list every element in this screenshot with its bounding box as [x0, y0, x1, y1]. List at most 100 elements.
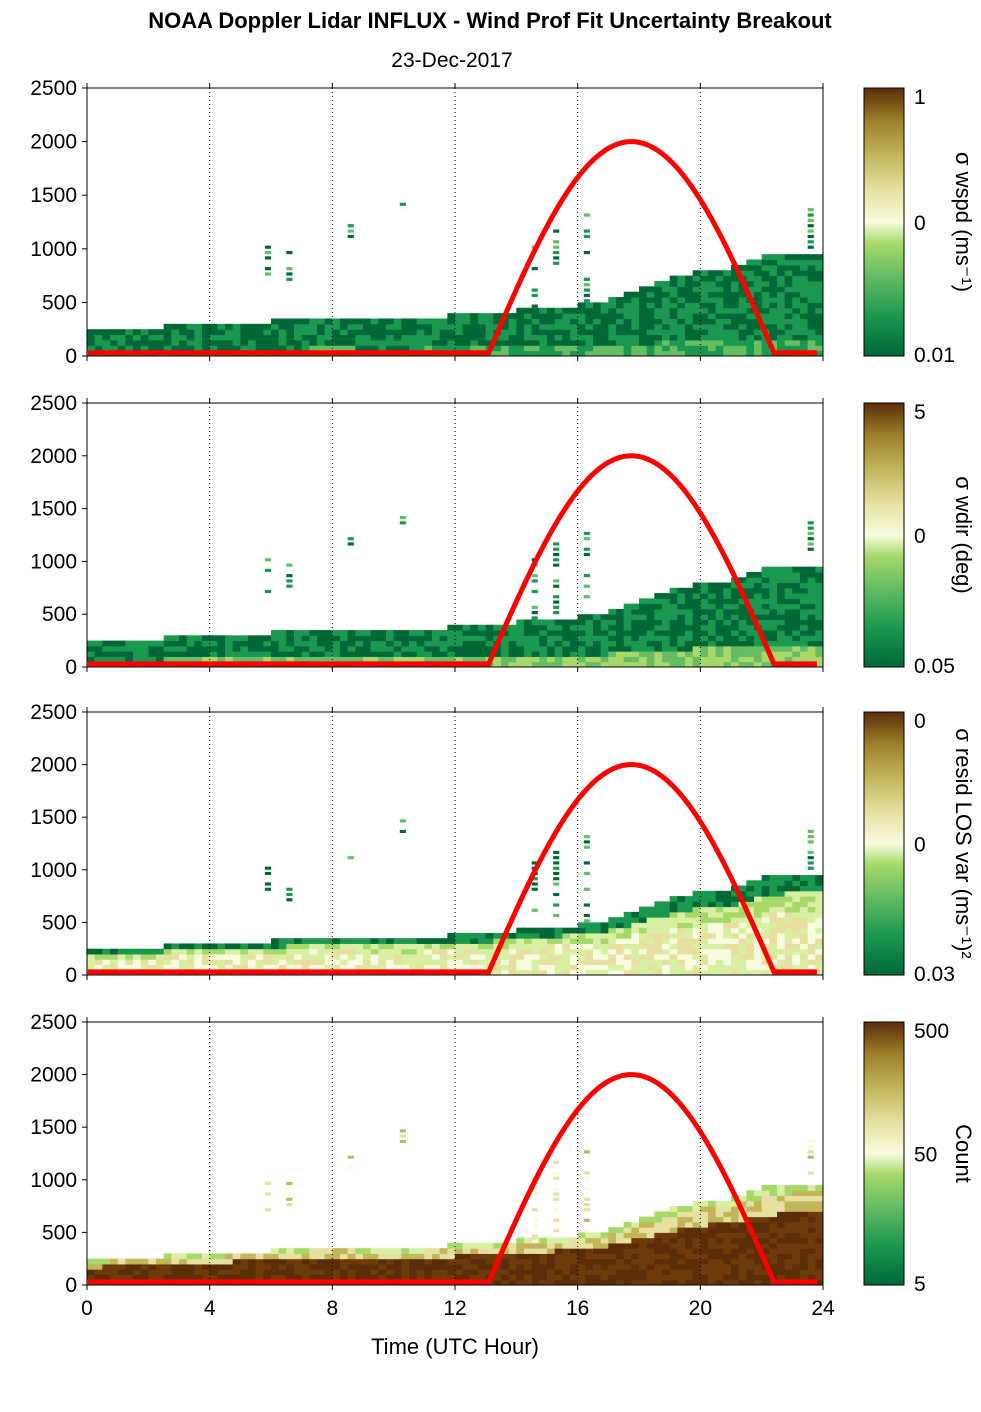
heatmap-cell	[309, 640, 318, 647]
heatmap-cell	[692, 323, 701, 330]
heatmap-cell	[792, 938, 801, 944]
heatmap-cell	[225, 964, 234, 971]
heatmap-cell	[547, 345, 556, 352]
heatmap-cell	[784, 608, 793, 615]
heatmap-cell	[761, 566, 770, 573]
heatmap-cell	[623, 953, 632, 960]
heatmap-cell	[508, 1253, 517, 1260]
heatmap-cell	[784, 875, 793, 881]
heatmap-cell	[738, 1232, 747, 1239]
heatmap-cell	[769, 875, 778, 881]
heatmap-cell	[478, 932, 487, 939]
heatmap-cell	[286, 334, 295, 341]
heatmap-cell	[462, 323, 471, 330]
heatmap-cell	[264, 866, 271, 870]
heatmap-cell	[662, 307, 671, 314]
heatmap-cell	[685, 318, 694, 325]
heatmap-cell	[738, 656, 747, 663]
heatmap-cell	[769, 906, 778, 913]
heatmap-cell	[639, 598, 648, 605]
y-tick-label: 2000	[30, 131, 77, 154]
heatmap-cell	[553, 563, 560, 567]
heatmap-cell	[731, 959, 740, 965]
heatmap-cell	[209, 645, 218, 652]
heatmap-cell	[186, 964, 195, 971]
heatmap-cell	[470, 1242, 479, 1249]
heatmap-cell	[125, 651, 134, 657]
heatmap-cell	[531, 1258, 540, 1265]
heatmap-cell	[562, 948, 571, 955]
heatmap-cell	[769, 1211, 778, 1218]
heatmap-cell	[409, 1263, 418, 1270]
colorbar-tick-label: 0	[914, 212, 926, 235]
heatmap-cell	[232, 345, 241, 352]
heatmap-cell	[462, 624, 471, 631]
heatmap-cell	[700, 890, 709, 897]
heatmap-cell	[577, 1242, 586, 1249]
heatmap-cell	[508, 313, 517, 319]
heatmap-cell	[692, 917, 701, 923]
heatmap-cell	[163, 1258, 172, 1265]
heatmap-cell	[662, 318, 671, 325]
heatmap-cell	[723, 1237, 732, 1244]
heatmap-cell	[777, 943, 786, 950]
heatmap-cell	[324, 1269, 333, 1275]
heatmap-cell	[217, 959, 226, 965]
heatmap-cell	[800, 297, 809, 303]
heatmap-cell	[401, 1274, 410, 1281]
heatmap-cell	[700, 313, 709, 319]
heatmap-cell	[761, 323, 770, 330]
heatmap-cell	[240, 329, 249, 336]
heatmap-cell	[171, 948, 180, 955]
heatmap-cell	[447, 345, 456, 352]
heatmap-cell	[662, 1211, 671, 1218]
heatmap-cell	[386, 1258, 395, 1265]
heatmap-cell	[324, 635, 333, 642]
heatmap-cell	[286, 584, 293, 588]
heatmap-cell	[738, 1195, 747, 1202]
heatmap-cell	[669, 614, 678, 620]
heatmap-cell	[248, 323, 257, 330]
heatmap-cell	[746, 334, 755, 341]
heatmap-cell	[416, 943, 425, 950]
heatmap-cell	[715, 582, 724, 589]
heatmap-cell	[723, 1232, 732, 1239]
heatmap-cell	[608, 1248, 617, 1254]
heatmap-cell	[324, 640, 333, 647]
heatmap-cell	[623, 323, 632, 330]
heatmap-cell	[815, 959, 824, 965]
heatmap-cell	[264, 1181, 271, 1186]
heatmap-cell	[608, 307, 617, 314]
heatmap-cell	[600, 1279, 609, 1286]
heatmap-cell	[570, 1242, 579, 1249]
heatmap-cell	[317, 1258, 326, 1265]
heatmap-cell	[685, 943, 694, 950]
heatmap-cell	[110, 953, 119, 960]
heatmap-cell	[815, 1227, 824, 1233]
heatmap-cell	[777, 577, 786, 584]
heatmap-cell	[669, 1263, 678, 1270]
heatmap-cell	[807, 339, 816, 346]
heatmap-cell	[553, 850, 560, 855]
heatmap-cell	[792, 571, 801, 578]
heatmap-cell	[593, 651, 602, 657]
heatmap-cell	[317, 948, 326, 955]
heatmap-cell	[708, 964, 717, 971]
heatmap-cell	[531, 1274, 540, 1281]
heatmap-cell	[692, 969, 701, 976]
heatmap-cell	[623, 339, 632, 346]
heatmap-cell	[746, 651, 755, 657]
heatmap-cell	[784, 964, 793, 971]
heatmap-cell	[685, 927, 694, 934]
heatmap-cell	[294, 323, 303, 330]
heatmap-cell	[363, 964, 372, 971]
heatmap-cell	[777, 1211, 786, 1218]
heatmap-cell	[746, 656, 755, 663]
heatmap-cell	[761, 911, 770, 918]
heatmap-cell	[117, 1263, 126, 1270]
heatmap-cell	[271, 1263, 280, 1270]
heatmap-cell	[784, 286, 793, 293]
heatmap-cell	[553, 1160, 560, 1165]
heatmap-cell	[271, 938, 280, 944]
heatmap-cell	[807, 619, 816, 626]
